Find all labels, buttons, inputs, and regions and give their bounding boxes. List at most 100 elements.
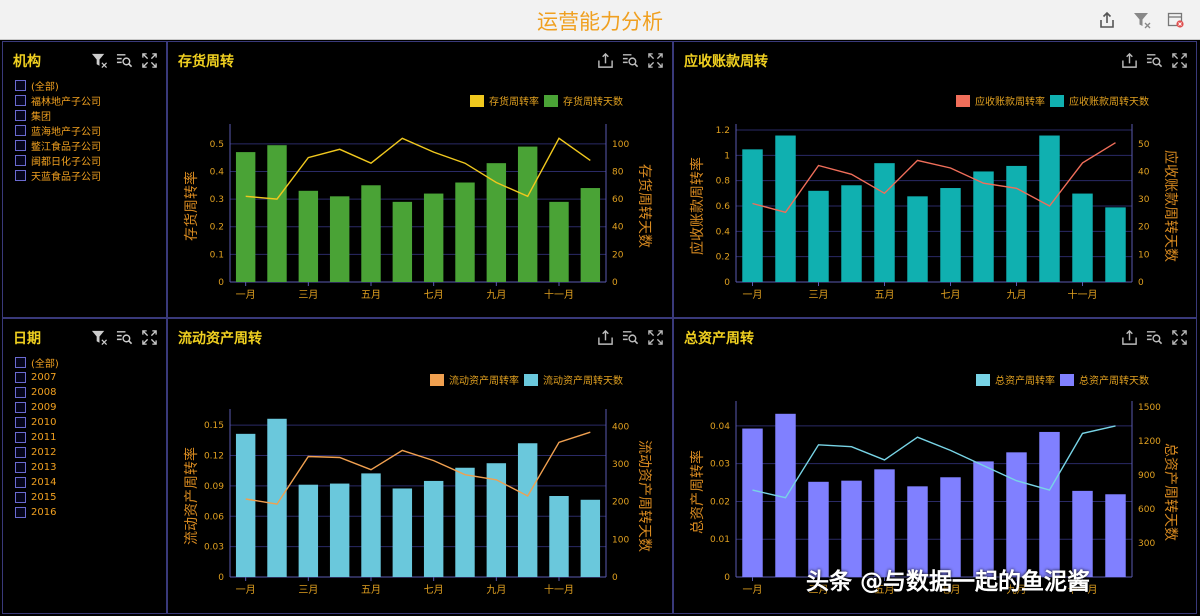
x-tick-label: 一月 <box>743 289 763 301</box>
search-filter-icon[interactable] <box>622 52 639 69</box>
y2-tick-label: 30 <box>1138 195 1150 205</box>
y2-axis-title: 应收账款周转天数 <box>1162 150 1179 262</box>
checkbox[interactable] <box>15 125 26 136</box>
y-tick-label: 1 <box>724 151 730 161</box>
search-filter-icon[interactable] <box>116 329 133 346</box>
bar <box>455 467 475 577</box>
expand-icon[interactable] <box>647 329 664 346</box>
watermark-text: 头条 @与数据一起的鱼泥酱 <box>806 569 1091 595</box>
expand-icon[interactable] <box>141 329 158 346</box>
filter-option[interactable]: 2014 <box>15 475 59 490</box>
x-tick-label: 一月 <box>236 584 256 596</box>
filter-option[interactable]: 2016 <box>15 505 59 520</box>
filter-option[interactable]: 2009 <box>15 400 59 415</box>
x-tick-label: 三月 <box>298 584 318 596</box>
expand-icon[interactable] <box>647 52 664 69</box>
expand-icon[interactable] <box>1171 329 1188 346</box>
x-tick-label: 一月 <box>236 289 256 301</box>
legend-swatch <box>1050 95 1064 107</box>
filter-option[interactable]: 鳖江食品子公司 <box>15 138 101 153</box>
x-tick-label: 七月 <box>941 289 961 301</box>
filter-option[interactable]: 2008 <box>15 385 59 400</box>
checkbox[interactable] <box>15 140 26 151</box>
checkbox[interactable] <box>15 80 26 91</box>
bar <box>742 149 763 282</box>
bar <box>973 461 994 577</box>
y-tick-label: 0.3 <box>210 195 224 205</box>
filter-option[interactable]: (全部) <box>15 78 101 93</box>
bar <box>973 171 994 282</box>
filter-option-label: 2015 <box>31 492 57 503</box>
checkbox[interactable] <box>15 372 26 383</box>
clear-filter-icon[interactable] <box>1133 11 1151 29</box>
expand-icon[interactable] <box>141 52 158 69</box>
bar <box>549 496 569 577</box>
bar <box>940 188 961 282</box>
y-tick-label: 0.6 <box>716 202 731 212</box>
y-tick-label: 1.2 <box>716 126 730 136</box>
receivables-turnover-panel: 应收账款周转 0 0.2 0.4 0.6 0.8 1 1.2 0 10 20 30 40 50 一月 三月 五… <box>673 41 1197 318</box>
checkbox[interactable] <box>15 462 26 473</box>
filter-option-label: 2009 <box>31 402 57 413</box>
bar <box>1006 165 1027 282</box>
checkbox[interactable] <box>15 170 26 181</box>
export-icon[interactable] <box>597 329 614 346</box>
export-icon[interactable] <box>1098 11 1116 29</box>
filter-option[interactable]: 闽都日化子公司 <box>15 153 101 168</box>
y-tick-label: 0.4 <box>716 227 731 237</box>
search-filter-icon[interactable] <box>116 52 133 69</box>
top-bar: 运营能力分析 <box>0 0 1200 40</box>
y2-tick-label: 0 <box>1138 278 1144 288</box>
y2-tick-label: 20 <box>1138 223 1150 233</box>
checkbox[interactable] <box>15 402 26 413</box>
y-tick-label: 0.2 <box>210 223 224 233</box>
filter-option[interactable]: 2013 <box>15 460 59 475</box>
filter-option-label: 2008 <box>31 387 57 398</box>
filter-option[interactable]: 2012 <box>15 445 59 460</box>
checkbox[interactable] <box>15 432 26 443</box>
filter-option[interactable]: 福林地产子公司 <box>15 93 101 108</box>
x-tick-label: 三月 <box>809 584 829 596</box>
export-icon[interactable] <box>597 52 614 69</box>
y-tick-label: 0 <box>218 278 224 288</box>
checkbox[interactable] <box>15 155 26 166</box>
filter-option[interactable]: 2010 <box>15 415 59 430</box>
search-filter-icon[interactable] <box>1146 329 1163 346</box>
checkbox[interactable] <box>15 492 26 503</box>
filter-option[interactable]: (全部) <box>15 355 59 370</box>
search-filter-icon[interactable] <box>1146 52 1163 69</box>
filter-option[interactable]: 蓝海地产子公司 <box>15 123 101 138</box>
checkbox[interactable] <box>15 417 26 428</box>
y-tick-label: 0.09 <box>204 482 224 492</box>
search-filter-icon[interactable] <box>622 329 639 346</box>
filter-option[interactable]: 2007 <box>15 370 59 385</box>
checkbox[interactable] <box>15 507 26 518</box>
export-icon[interactable] <box>1121 329 1138 346</box>
x-tick-label: 七月 <box>424 289 444 301</box>
checkbox[interactable] <box>15 110 26 121</box>
clear-filter-icon[interactable] <box>91 52 108 69</box>
calendar-icon[interactable] <box>1167 11 1185 29</box>
y-axis-title: 流动资产周转率 <box>183 447 200 545</box>
x-tick-label: 七月 <box>424 584 444 596</box>
checkbox[interactable] <box>15 447 26 458</box>
export-icon[interactable] <box>1121 52 1138 69</box>
checkbox[interactable] <box>15 95 26 106</box>
filter-option[interactable]: 集团 <box>15 108 101 123</box>
filter-option-label: (全部) <box>31 82 59 93</box>
y-tick-label: 0 <box>724 278 730 288</box>
filter-option[interactable]: 2011 <box>15 430 59 445</box>
filter-option[interactable]: 2015 <box>15 490 59 505</box>
checkbox[interactable] <box>15 357 26 368</box>
clear-filter-icon[interactable] <box>91 329 108 346</box>
x-tick-label: 三月 <box>809 289 829 301</box>
filter-option[interactable]: 天蓝食品子公司 <box>15 168 101 183</box>
filter-option-label: 鳖江食品子公司 <box>31 142 101 153</box>
y2-tick-label: 100 <box>612 535 629 545</box>
x-tick-label: 九月 <box>1007 584 1027 596</box>
checkbox[interactable] <box>15 387 26 398</box>
checkbox[interactable] <box>15 477 26 488</box>
bar <box>1072 490 1093 577</box>
expand-icon[interactable] <box>1171 52 1188 69</box>
filter-option-label: 2007 <box>31 372 57 383</box>
